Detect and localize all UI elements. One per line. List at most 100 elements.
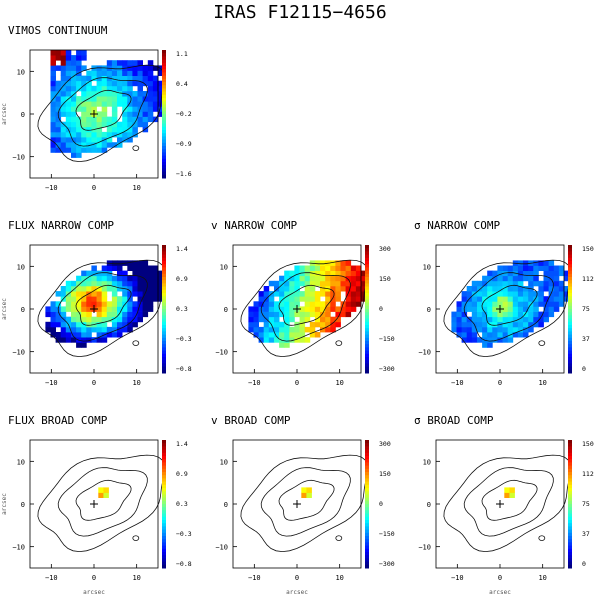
colorbar-segment (162, 251, 166, 256)
map-pixel (147, 85, 154, 92)
map-pixel (106, 265, 113, 271)
map-pixel (289, 326, 295, 333)
x-tick-label: 0 (92, 184, 96, 192)
x-tick-label: 10 (132, 379, 140, 387)
colorbar-segment (365, 267, 369, 272)
colorbar-segment (568, 251, 572, 256)
colorbar-segment (365, 363, 369, 368)
x-tick-label: −10 (45, 574, 58, 582)
map-pixel (65, 75, 72, 82)
colorbar-segment (365, 353, 369, 358)
map-pixel (528, 316, 534, 323)
map-pixel (96, 131, 103, 138)
map-pixel (96, 275, 103, 282)
map-pixel (335, 265, 341, 271)
colorbar-segment (365, 325, 369, 329)
map-pixel (330, 275, 336, 282)
colorbar-segment (162, 142, 166, 147)
map-pixel (507, 275, 514, 282)
map-pixel (355, 275, 362, 282)
map-pixel (65, 121, 72, 128)
map-pixel (60, 65, 67, 71)
map-pixel (81, 121, 87, 128)
map-pixel (553, 291, 560, 297)
map-pixel (268, 301, 275, 307)
map-pixel (564, 270, 570, 277)
map-pixel (350, 280, 357, 287)
map-pixel (523, 311, 529, 318)
map-pixel (158, 65, 164, 71)
map-pixel (330, 306, 336, 312)
map-pixel (50, 65, 56, 71)
colorbar-segment (162, 117, 166, 121)
map-pixel (96, 111, 103, 117)
map-pixel (142, 91, 149, 97)
map-pixel (507, 326, 514, 333)
map-pixel (76, 147, 82, 153)
map-pixel (548, 275, 555, 282)
map-pixel (96, 316, 103, 323)
colorbar-tick-label: 150 (379, 470, 391, 478)
colorbar-segment (162, 264, 166, 268)
map-pixel (111, 75, 118, 82)
map-pixel (55, 80, 62, 87)
map-pixel (132, 111, 138, 117)
map-pixel (81, 332, 87, 338)
map-pixel (553, 286, 560, 292)
map-pixel (127, 101, 133, 107)
map-pixel (111, 316, 118, 323)
map-pixel (147, 65, 154, 71)
map-pixel (76, 60, 82, 66)
colorbar-segment (365, 532, 369, 537)
map-pixel (142, 301, 149, 307)
colorbar-segment (568, 283, 572, 288)
map-pixel (81, 111, 87, 117)
colorbar-segment (568, 312, 572, 316)
map-pixel (81, 80, 87, 87)
map-pixel (497, 296, 503, 302)
map-pixel (117, 321, 123, 328)
map-pixel (65, 337, 72, 343)
map-pixel (60, 50, 67, 56)
map-pixel (248, 321, 254, 328)
colorbar-segment (162, 452, 166, 457)
map-pixel (543, 265, 549, 271)
x-tick-label: 10 (538, 379, 546, 387)
map-pixel (117, 275, 123, 282)
map-pixel (279, 326, 285, 333)
colorbar-segment (568, 564, 572, 569)
map-pixel (330, 326, 336, 333)
map-pixel (137, 75, 143, 82)
map-pixel (492, 311, 498, 318)
colorbar-segment (162, 481, 166, 486)
map-pixel (86, 321, 92, 328)
map-pixel (55, 101, 62, 107)
map-pixel (122, 137, 128, 143)
map-pixel (553, 301, 560, 307)
map-pixel (55, 301, 62, 307)
map-pixel (60, 337, 67, 343)
map-pixel (142, 75, 149, 82)
colorbar-segment (365, 309, 369, 313)
map-pixel (253, 332, 259, 338)
map-pixel (309, 291, 316, 297)
map-pixel (60, 286, 67, 292)
map-pixel (91, 121, 97, 128)
colorbar-segment (162, 475, 166, 479)
map-pixel (111, 116, 118, 123)
map-pixel (142, 106, 149, 112)
map-pixel (263, 311, 270, 318)
colorbar-segment (568, 539, 572, 543)
colorbar-segment (162, 529, 166, 534)
map-pixel (111, 296, 118, 302)
y-tick-label: 10 (17, 458, 25, 466)
map-pixel (147, 106, 154, 112)
map-pixel (76, 137, 82, 143)
map-pixel (355, 265, 362, 271)
map-pixel (538, 291, 544, 297)
map-pixel (487, 291, 493, 297)
contour-line (57, 77, 148, 147)
colorbar-segment (365, 539, 369, 543)
map-pixel (350, 296, 357, 302)
